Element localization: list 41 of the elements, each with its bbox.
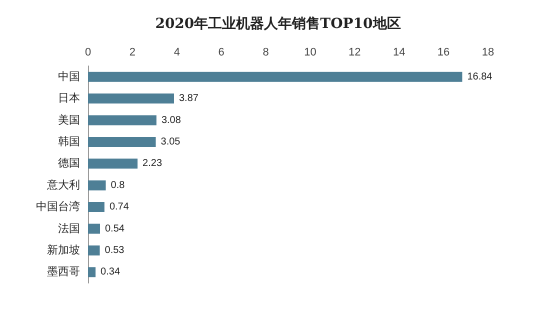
y-tick-label: 中国台湾 xyxy=(36,200,80,214)
data-label: 16.84 xyxy=(467,71,493,82)
y-tick-label: 日本 xyxy=(58,92,80,105)
bar xyxy=(88,245,100,256)
data-label: 3.08 xyxy=(161,114,182,126)
y-tick-label: 中国 xyxy=(58,70,80,83)
y-tick-label: 墨西哥 xyxy=(47,266,80,278)
bar xyxy=(88,202,104,212)
chart-title: 2020年工业机器人年销售TOP10地区 xyxy=(155,16,401,32)
bar xyxy=(88,224,100,234)
x-tick-label: 10 xyxy=(304,46,316,58)
y-tick-label: 德国 xyxy=(58,158,80,170)
bar xyxy=(88,94,174,104)
x-tick-label: 18 xyxy=(482,46,494,58)
bar xyxy=(88,115,156,126)
x-tick-label: 6 xyxy=(218,46,224,58)
bar xyxy=(88,158,138,169)
bar xyxy=(88,180,106,190)
data-label: 0.8 xyxy=(110,180,126,191)
y-tick-label: 意大利 xyxy=(46,178,80,192)
data-label: 0.54 xyxy=(105,223,125,234)
data-label: 0.53 xyxy=(104,244,125,256)
x-tick-label: 14 xyxy=(392,46,406,58)
bar xyxy=(88,267,96,278)
data-label: 3.05 xyxy=(160,136,181,148)
y-tick-label: 法国 xyxy=(58,222,80,235)
x-tick-label: 2 xyxy=(129,46,136,58)
data-label: 0.74 xyxy=(109,202,130,213)
y-tick-label: 美国 xyxy=(58,113,80,126)
x-tick-label: 8 xyxy=(262,46,269,58)
data-label: 3.87 xyxy=(179,93,199,104)
bar xyxy=(88,72,462,82)
data-label: 0.34 xyxy=(100,266,120,278)
x-tick-label: 12 xyxy=(348,46,361,58)
y-tick-label: 韩国 xyxy=(58,134,80,148)
x-tick-label: 0 xyxy=(84,46,92,58)
x-tick-label: 4 xyxy=(174,46,180,58)
data-label: 2.23 xyxy=(142,158,162,170)
bar xyxy=(88,136,156,147)
y-tick-label: 新加坡 xyxy=(47,243,80,256)
x-tick-label: 16 xyxy=(437,46,450,58)
